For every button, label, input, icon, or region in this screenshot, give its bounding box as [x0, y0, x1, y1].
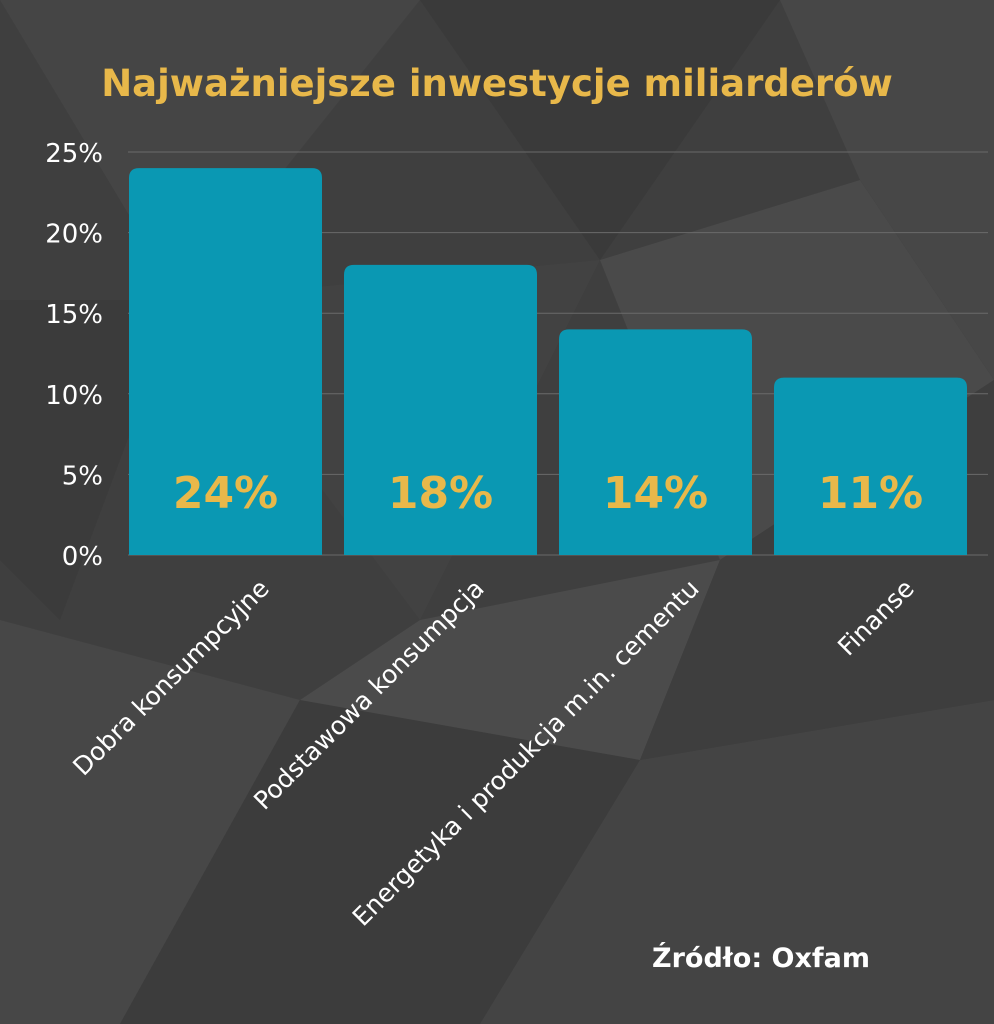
- y-tick-label: 25%: [45, 139, 103, 169]
- y-tick-label: 5%: [62, 461, 103, 491]
- y-tick-label: 10%: [45, 381, 103, 411]
- value-label: 14%: [603, 468, 708, 519]
- category-label: Podstawowa konsumpcja: [248, 574, 490, 816]
- y-axis-ticks: 0% 5% 10% 15% 20% 25%: [45, 139, 103, 572]
- source-note: Źródło: Oxfam: [652, 943, 871, 974]
- chart-title: Najważniejsze inwestycje miliarderów: [101, 62, 893, 105]
- category-label: Energetyka i produkcja m.in. cementu: [347, 574, 705, 932]
- bar: [344, 264, 537, 555]
- bar: [774, 377, 967, 555]
- value-label: 11%: [818, 468, 923, 519]
- y-tick-label: 0%: [62, 542, 103, 572]
- bar: [129, 168, 322, 555]
- value-label: 24%: [173, 468, 278, 519]
- y-tick-label: 20%: [45, 220, 103, 250]
- category-label: Dobra konsumpcyjne: [67, 574, 275, 782]
- bar: [559, 329, 752, 555]
- value-labels: 24% 18% 14% 11%: [173, 468, 923, 519]
- value-label: 18%: [388, 468, 493, 519]
- bars: [129, 168, 967, 555]
- category-label: Finanse: [832, 574, 920, 662]
- y-tick-label: 15%: [45, 300, 103, 330]
